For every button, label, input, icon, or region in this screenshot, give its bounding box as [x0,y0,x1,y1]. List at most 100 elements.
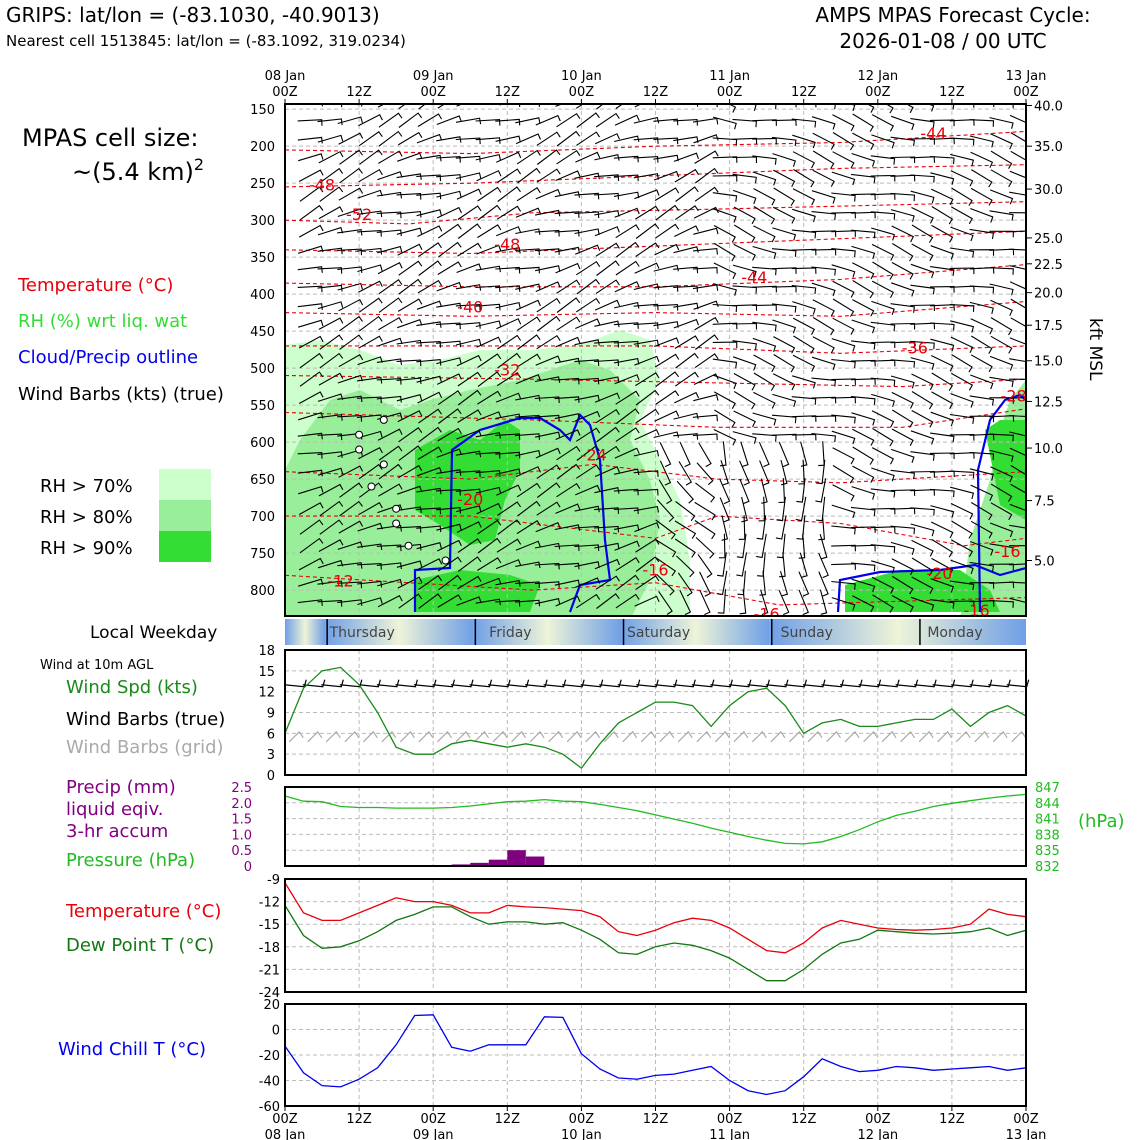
wind-barb [456,263,482,274]
wind-barb [712,358,738,369]
wind-barb [930,411,954,427]
wind-barb [575,593,601,609]
wind-barb [534,248,560,255]
wind-barb [655,371,680,387]
wind-barb [495,266,521,274]
wind-barb [969,135,994,148]
wind-barb [816,496,826,522]
wind-barb [556,316,581,331]
wind-barb [1009,191,1026,196]
wind-barb [871,560,895,574]
wind-barb [695,482,716,503]
wind-barb [851,412,876,426]
wind-barb [911,410,934,428]
wind-barb [818,552,829,579]
wind-barb [852,262,875,280]
wind-barb [949,413,975,424]
bottom-date-label: 10 Jan [561,1128,602,1140]
wind-barb [654,353,680,368]
wind-barb [594,226,620,237]
wind-barb-true [914,679,937,688]
wind-barb [798,589,810,616]
wind-barb [812,132,835,150]
temperature-contour [285,345,1026,354]
wind-barb [615,408,640,424]
wind-barb-grid [714,730,730,743]
wind-barb [796,478,806,503]
wind-barb-grid [511,730,527,743]
wind-barb [675,352,699,369]
wind-barb [376,378,402,385]
wind-barb [815,478,827,503]
wind-barb [712,322,738,330]
precip-tick-label: 2.0 [231,797,252,812]
wind-barb [574,244,601,255]
wind-barb [438,408,462,424]
wind-barb [654,337,680,348]
wind-barb [575,318,601,330]
wind-barb-true [951,679,974,688]
kft-tick-label: 10.0 [1034,442,1063,457]
wind-barb [772,206,796,224]
wind-barb [516,149,541,165]
wind-barb [890,209,915,222]
wind-barb [871,114,895,132]
wind-barb [851,173,876,184]
wind-barb [535,114,561,126]
wind-barb [436,448,462,458]
legend-pressure: Pressure (hPa) [66,850,195,871]
wind-barb [613,488,639,496]
wind-barb [575,151,601,163]
cell-size-value: ~(5.4 km)2 [72,155,204,186]
wind-barb [298,169,324,182]
wind-barb [416,192,442,200]
pressure-tick-label: 400 [250,288,275,303]
wind-barb [771,248,797,257]
wind-barb [950,503,974,520]
wind-barb [595,279,620,294]
wind-barb [534,414,560,422]
wind-barb [692,247,718,255]
wind-barb [358,502,383,516]
temperature-tick-label: -21 [259,963,280,978]
wind-barb [890,174,916,182]
wind-barb [931,224,954,243]
wind-barb [319,352,344,369]
wind-barb [990,502,1013,521]
wind-barb [811,396,837,404]
wind-barb [556,297,581,313]
wind-barb [832,484,855,502]
wind-barb [378,279,403,295]
wind-barb-true [302,679,326,688]
wind-barb [338,465,364,478]
wind-barb [594,558,621,570]
kft-tick-label: 12.5 [1034,395,1063,410]
wind-barb [436,523,462,531]
wind-barb [318,206,344,220]
wind-barb-grid [455,730,471,743]
wind-barb [798,459,805,485]
wind-barb [989,376,1014,388]
wind-barb [416,133,443,144]
kft-tick-label: 25.0 [1034,232,1063,247]
wind-barb [634,428,660,441]
wind-barb [418,242,442,258]
wind-barb-grid [844,730,860,743]
wind-barb [613,191,640,199]
wind-barb [377,594,403,608]
wind-barb [633,156,659,163]
wind-barb [515,561,541,569]
pressure-tick-label: 550 [250,399,275,414]
wind-barb [614,357,640,365]
wind-barb [476,170,502,182]
wind-barb [752,137,777,145]
wind-barb [910,284,935,295]
calm-circle [379,460,388,469]
wind-barb [1009,378,1026,380]
wind-barb [594,487,620,494]
wind-barb [712,192,738,202]
wind-barb [732,137,758,145]
temperature-contour [285,230,1026,255]
wind-barb [1009,545,1026,547]
